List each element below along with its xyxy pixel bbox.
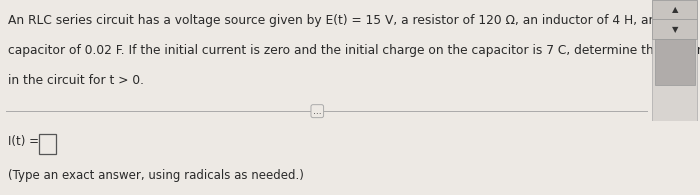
Text: capacitor of 0.02 F. If the initial current is zero and the initial charge on th: capacitor of 0.02 F. If the initial curr… (8, 44, 700, 57)
Text: An RLC series circuit has a voltage source given by E(t) = 15 V, a resistor of 1: An RLC series circuit has a voltage sour… (8, 14, 676, 27)
FancyBboxPatch shape (652, 19, 697, 39)
Text: (Type an exact answer, using radicals as needed.): (Type an exact answer, using radicals as… (8, 169, 304, 182)
Text: I(t) =: I(t) = (8, 135, 39, 148)
FancyBboxPatch shape (654, 39, 695, 85)
Text: ...: ... (313, 107, 321, 116)
FancyBboxPatch shape (652, 0, 697, 19)
FancyBboxPatch shape (652, 0, 697, 121)
Text: ▼: ▼ (671, 25, 678, 34)
Text: in the circuit for t > 0.: in the circuit for t > 0. (8, 74, 144, 87)
FancyBboxPatch shape (39, 134, 56, 154)
Text: ▲: ▲ (671, 5, 678, 14)
